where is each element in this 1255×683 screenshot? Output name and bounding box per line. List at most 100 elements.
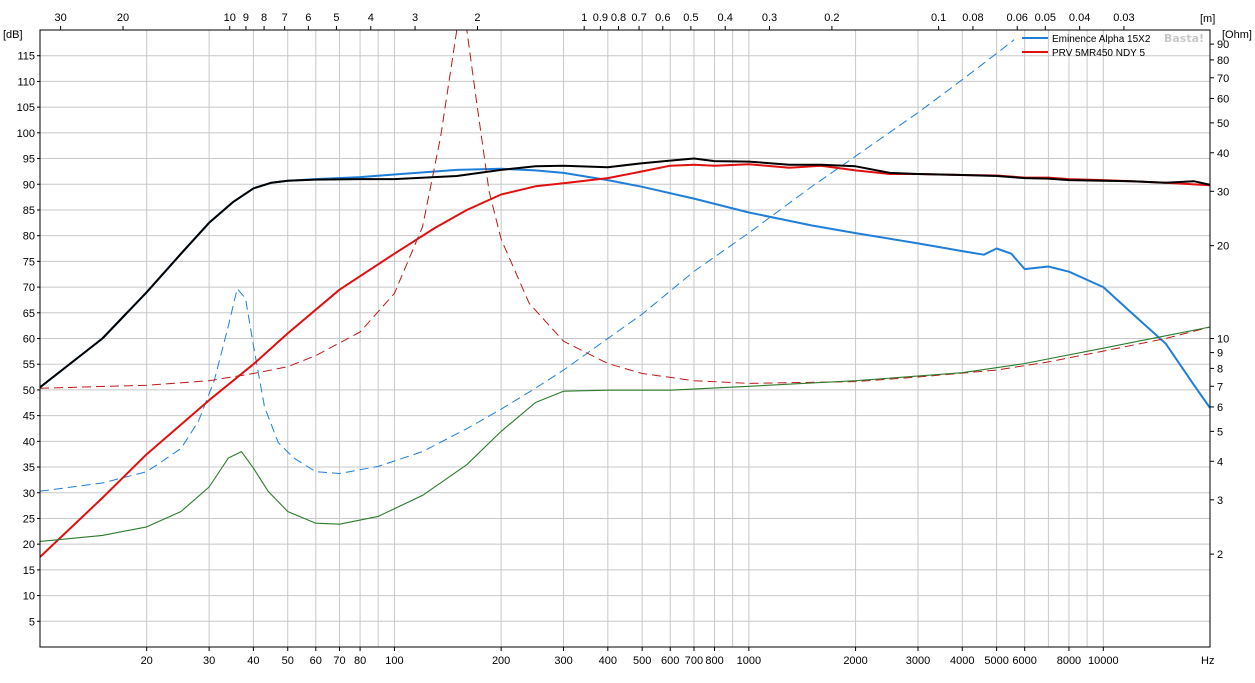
x-tick-label: 800 xyxy=(705,655,723,667)
wavelength-tick-label: 0.06 xyxy=(1007,12,1028,24)
y-right-tick-label: 3 xyxy=(1217,495,1223,507)
y-right-tick-label: 30 xyxy=(1217,186,1229,198)
series-lines xyxy=(40,30,1210,558)
legend: Eminence Alpha 15X2 PRV 5MR450 NDY 5 xyxy=(1022,34,1151,59)
wavelength-tick-label: 30 xyxy=(54,12,66,24)
x-tick-label: 40 xyxy=(247,655,259,667)
y-right-tick-label: 2 xyxy=(1217,549,1223,561)
wavelength-tick-labels: 30 20 10 9 8 7 6 5 4 3 2 1 0.9 0.8 0.7 0.6 0.5 0.4 0.3 0.2 0… xyxy=(54,12,1135,30)
wavelength-tick-label: 0.03 xyxy=(1113,12,1134,24)
x-tick-label: 300 xyxy=(554,655,572,667)
top-unit: [m] xyxy=(1200,13,1215,25)
series-line-total-impedance xyxy=(40,326,1210,542)
wavelength-tick-label: 0.7 xyxy=(631,12,646,24)
wavelength-tick-label: 6 xyxy=(305,12,311,24)
y-right-tick-label: 70 xyxy=(1217,73,1229,85)
plot-frame xyxy=(39,29,1211,648)
y-left-tick-label: 20 xyxy=(23,539,35,551)
grid-lines xyxy=(40,30,1210,647)
wavelength-tick-label: 8 xyxy=(261,12,267,24)
y-left-tick-label: 115 xyxy=(17,51,35,63)
x-tick-label: 100 xyxy=(385,655,403,667)
y-left-tick-label: 110 xyxy=(17,76,35,88)
wavelength-tick-label: 2 xyxy=(474,12,480,24)
y-left-tick-label: 25 xyxy=(23,513,35,525)
wavelength-tick-label: 0.9 xyxy=(593,12,608,24)
wavelength-tick-label: 4 xyxy=(368,12,374,24)
x-unit: Hz xyxy=(1201,655,1214,667)
y-left-tick-label: 95 xyxy=(23,154,35,166)
y-left-tick-label: 90 xyxy=(23,179,35,191)
y-left-tick-label: 50 xyxy=(23,385,35,397)
y-left-tick-label: 10 xyxy=(23,591,35,603)
y-right-tick-label: 7 xyxy=(1217,381,1223,393)
x-tick-label: 1000 xyxy=(737,655,761,667)
x-tick-label: 30 xyxy=(203,655,215,667)
wavelength-tick-label: 5 xyxy=(333,12,339,24)
x-tick-label: 500 xyxy=(633,655,651,667)
y-right-tick-label: 50 xyxy=(1217,118,1229,130)
y-right-tick-label: 4 xyxy=(1217,456,1223,468)
wavelength-tick-label: 0.3 xyxy=(762,12,777,24)
wavelength-tick-label: 0.08 xyxy=(962,12,983,24)
legend-entry-label: Eminence Alpha 15X2 xyxy=(1052,34,1151,45)
wavelength-tick-label: 20 xyxy=(117,12,129,24)
y-left-tick-label: 60 xyxy=(23,334,35,346)
y-right-unit: [Ohm] xyxy=(1222,29,1252,41)
wavelength-tick-label: 0.8 xyxy=(611,12,626,24)
y-right-tick-label: 10 xyxy=(1217,334,1229,346)
y-left-tick-labels: 5 10 15 20 25 30 35 40 45 50 55 60 65 70 75 80 85 90 95 100… xyxy=(17,51,40,628)
y-left-tick-label: 55 xyxy=(23,359,35,371)
wavelength-tick-label: 0.04 xyxy=(1069,12,1090,24)
wavelength-tick-label: 0.5 xyxy=(683,12,698,24)
x-tick-label: 2000 xyxy=(843,655,867,667)
y-left-tick-label: 15 xyxy=(23,565,35,577)
y-left-tick-label: 40 xyxy=(23,436,35,448)
y-right-tick-label: 20 xyxy=(1217,241,1229,253)
y-right-tick-label: 5 xyxy=(1217,426,1223,438)
y-right-tick-label: 9 xyxy=(1217,348,1223,360)
series-line-woofer-impedance xyxy=(40,39,1015,492)
y-right-tick-label: 90 xyxy=(1217,39,1229,51)
y-left-tick-label: 70 xyxy=(23,282,35,294)
y-left-tick-label: 45 xyxy=(23,411,35,423)
watermark: Basta! xyxy=(1164,32,1204,45)
x-tick-label: 60 xyxy=(310,655,322,667)
x-tick-label: 10000 xyxy=(1088,655,1119,667)
x-tick-label: 80 xyxy=(354,655,366,667)
x-tick-label: 8000 xyxy=(1057,655,1081,667)
wavelength-tick-label: 1 xyxy=(581,12,587,24)
y-right-tick-labels: 2 3 4 5 6 7 8 9 10 20 30 40 50 60 70 80 90 xyxy=(1210,39,1229,561)
y-left-tick-label: 75 xyxy=(23,256,35,268)
y-left-tick-label: 5 xyxy=(29,616,35,628)
y-right-tick-label: 6 xyxy=(1217,402,1223,414)
x-tick-label: 200 xyxy=(492,655,510,667)
series-line-total-spl xyxy=(40,157,1210,389)
wavelength-tick-label: 3 xyxy=(412,12,418,24)
x-tick-label: 6000 xyxy=(1012,655,1036,667)
y-left-tick-label: 105 xyxy=(17,102,35,114)
legend-entry-label: PRV 5MR450 NDY 5 xyxy=(1052,48,1145,59)
wavelength-tick-label: 0.4 xyxy=(718,12,733,24)
wavelength-tick-label: 9 xyxy=(243,12,249,24)
y-right-tick-label: 8 xyxy=(1217,363,1223,375)
y-right-tick-label: 40 xyxy=(1217,148,1229,160)
x-tick-label: 3000 xyxy=(906,655,930,667)
x-tick-label: 4000 xyxy=(950,655,974,667)
x-tick-label: 600 xyxy=(661,655,679,667)
y-left-unit: [dB] xyxy=(3,29,23,41)
y-left-tick-label: 30 xyxy=(23,488,35,500)
y-left-tick-label: 100 xyxy=(17,128,35,140)
wavelength-tick-label: 7 xyxy=(282,12,288,24)
x-tick-labels: 20 30 40 50 60 70 80 100 200 300 400 500 600 700 800 10… xyxy=(141,647,1119,667)
y-left-tick-label: 35 xyxy=(23,462,35,474)
y-left-tick-label: 65 xyxy=(23,308,35,320)
y-left-tick-label: 85 xyxy=(23,205,35,217)
wavelength-tick-label: 10 xyxy=(224,12,236,24)
x-tick-label: 700 xyxy=(685,655,703,667)
x-tick-label: 5000 xyxy=(984,655,1008,667)
x-tick-label: 70 xyxy=(333,655,345,667)
y-left-tick-label: 80 xyxy=(23,231,35,243)
